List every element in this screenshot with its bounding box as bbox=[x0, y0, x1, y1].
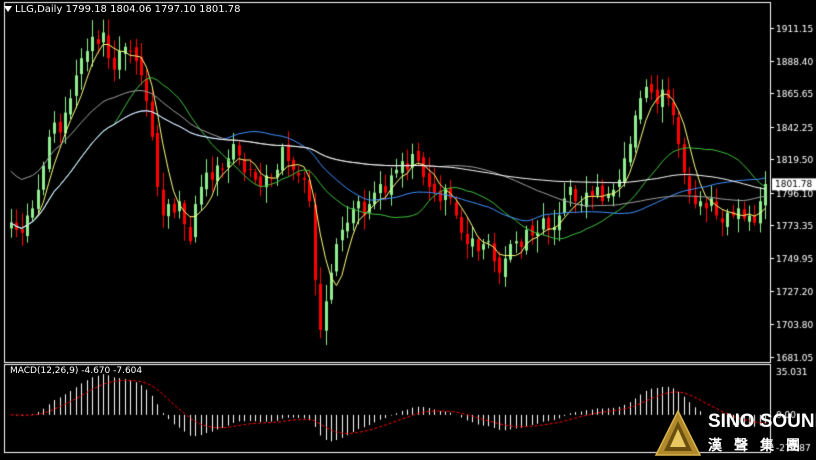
macd-values: -4.670 -7.604 bbox=[81, 366, 143, 376]
logo-english-text: SINO SOUND bbox=[708, 411, 816, 432]
macd-label: MACD(12,26,9) bbox=[10, 366, 79, 376]
chart-title: LLG,Daily 1799.18 1804.06 1797.10 1801.7… bbox=[4, 4, 241, 15]
symbol-label: LLG,Daily bbox=[15, 4, 63, 15]
logo-chinese-text: 漢聲集團 bbox=[708, 438, 812, 454]
dropdown-arrow-icon[interactable] bbox=[4, 6, 12, 12]
sino-sound-emblem-icon bbox=[654, 409, 702, 456]
macd-title: MACD(12,26,9) -4.670 -7.604 bbox=[10, 366, 142, 376]
ohlc-values: 1799.18 1804.06 1797.10 1801.78 bbox=[65, 4, 241, 15]
sino-sound-logo: SINO SOUND 漢聲集團 bbox=[652, 405, 816, 460]
